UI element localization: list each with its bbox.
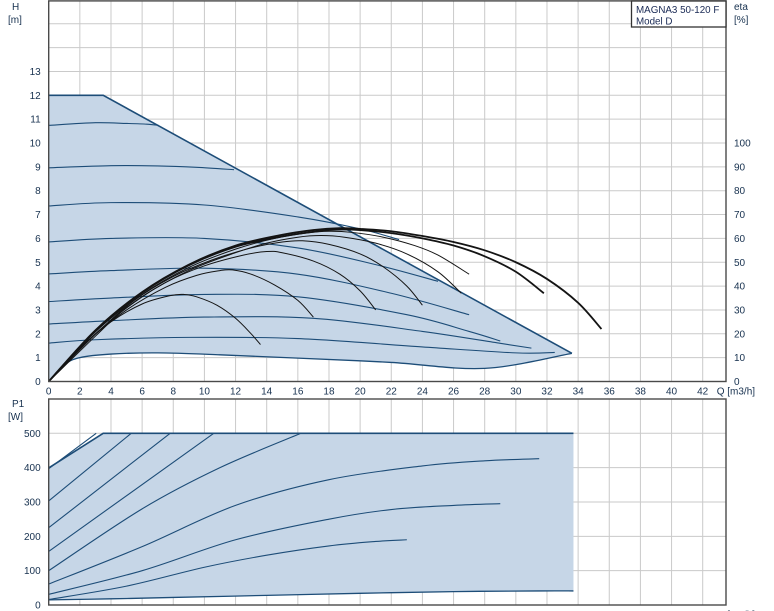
svg-text:34: 34 [573, 387, 585, 398]
svg-text:42: 42 [697, 387, 709, 398]
svg-text:90: 90 [734, 162, 746, 173]
svg-text:500: 500 [24, 429, 41, 440]
svg-text:Model D: Model D [636, 17, 672, 28]
svg-text:10: 10 [199, 387, 211, 398]
svg-text:300: 300 [24, 497, 41, 508]
svg-text:12: 12 [30, 91, 42, 102]
svg-text:12: 12 [230, 387, 242, 398]
svg-text:6: 6 [139, 387, 145, 398]
svg-text:20: 20 [355, 387, 367, 398]
svg-text:3: 3 [35, 305, 41, 316]
svg-text:20: 20 [734, 329, 746, 340]
svg-text:36: 36 [604, 387, 616, 398]
svg-text:28: 28 [479, 387, 491, 398]
svg-text:0: 0 [46, 387, 52, 398]
svg-text:[m]: [m] [8, 15, 22, 26]
svg-text:[%]: [%] [734, 15, 749, 26]
svg-text:Q [m3/h]: Q [m3/h] [717, 387, 756, 398]
svg-text:[W]: [W] [8, 412, 23, 423]
svg-text:60: 60 [734, 234, 746, 245]
svg-text:80: 80 [734, 186, 746, 197]
svg-text:0: 0 [35, 377, 41, 388]
svg-text:P1: P1 [12, 399, 25, 410]
svg-text:8: 8 [35, 186, 41, 197]
svg-text:100: 100 [24, 566, 41, 577]
svg-text:4: 4 [35, 282, 41, 293]
svg-text:24: 24 [417, 387, 429, 398]
svg-text:40: 40 [666, 387, 678, 398]
svg-text:30: 30 [734, 305, 746, 316]
svg-text:22: 22 [386, 387, 398, 398]
svg-text:1: 1 [35, 353, 41, 364]
svg-text:38: 38 [635, 387, 647, 398]
svg-text:9: 9 [35, 162, 41, 173]
svg-text:16: 16 [292, 387, 304, 398]
svg-text:11: 11 [30, 115, 41, 126]
svg-text:70: 70 [734, 210, 746, 221]
svg-text:5: 5 [35, 258, 41, 269]
svg-text:200: 200 [24, 532, 41, 543]
svg-text:18: 18 [323, 387, 335, 398]
svg-text:30: 30 [510, 387, 522, 398]
svg-text:eta: eta [734, 2, 748, 13]
svg-text:32: 32 [541, 387, 553, 398]
svg-text:40: 40 [734, 282, 746, 293]
svg-text:13: 13 [30, 67, 42, 78]
svg-text:7: 7 [35, 210, 41, 221]
svg-text:10: 10 [734, 353, 746, 364]
svg-text:2: 2 [77, 387, 83, 398]
svg-text:400: 400 [24, 463, 41, 474]
svg-text:50: 50 [734, 258, 746, 269]
svg-text:MAGNA3 50-120 F: MAGNA3 50-120 F [636, 5, 719, 16]
svg-text:H: H [12, 2, 19, 13]
svg-text:0: 0 [35, 601, 41, 611]
svg-text:100: 100 [734, 139, 751, 150]
svg-text:8: 8 [170, 387, 176, 398]
svg-text:10: 10 [30, 139, 42, 150]
svg-text:0: 0 [734, 377, 740, 388]
svg-text:2: 2 [35, 329, 41, 340]
svg-text:4: 4 [108, 387, 114, 398]
svg-text:26: 26 [448, 387, 460, 398]
svg-text:14: 14 [261, 387, 273, 398]
svg-text:6: 6 [35, 234, 41, 245]
